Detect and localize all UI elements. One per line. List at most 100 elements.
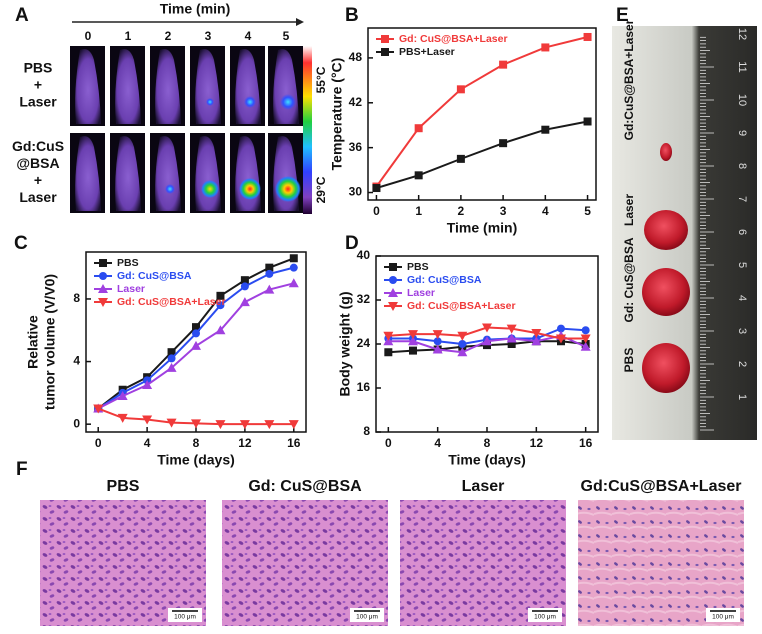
mouse-silhouette — [155, 49, 181, 124]
legend-marker — [99, 272, 107, 280]
mouse-silhouette — [155, 136, 181, 211]
colorbar-min: 29°C — [314, 176, 328, 203]
mouse-silhouette — [115, 49, 141, 124]
ruler-label: 2 — [736, 361, 748, 367]
mouse-silhouette — [75, 49, 101, 124]
data-point — [289, 254, 298, 263]
hot-spot — [244, 96, 256, 108]
data-point — [482, 323, 492, 333]
row-label: Laser — [19, 189, 57, 205]
legend-label: PBS — [407, 261, 429, 273]
legend-marker — [98, 298, 108, 307]
x-axis-label: Time (min) — [447, 220, 518, 236]
data-point — [458, 340, 467, 348]
data-point — [240, 282, 249, 291]
data-point — [457, 331, 468, 341]
data-point — [432, 344, 443, 354]
data-point — [499, 60, 508, 69]
x-tick-label: 12 — [238, 436, 252, 450]
data-point — [541, 125, 550, 134]
data-point — [507, 340, 516, 348]
ruler-label: 10 — [736, 94, 748, 106]
y-tick-label: 30 — [349, 185, 363, 199]
x-tick-label: 2 — [458, 204, 465, 218]
data-point — [580, 341, 591, 351]
data-point — [240, 276, 249, 285]
ruler-label: 6 — [736, 229, 748, 235]
histology-title: Laser — [462, 478, 505, 495]
ruler-label: 12 — [736, 28, 748, 40]
y-tick-label: 40 — [357, 248, 371, 262]
hot-spot — [201, 180, 219, 198]
y-tick-label: 8 — [73, 291, 80, 305]
row-label: PBS — [24, 60, 53, 76]
y-tick-label: 36 — [349, 140, 363, 154]
x-tick-label: 16 — [579, 436, 593, 450]
x-tick-label: 0 — [373, 204, 380, 218]
data-point — [557, 324, 565, 333]
data-point — [433, 337, 442, 346]
legend-label: PBS+Laser — [399, 46, 455, 58]
mouse-silhouette — [195, 49, 221, 124]
data-point — [456, 154, 465, 163]
scale-bar-label: 100 μm — [712, 614, 734, 621]
time-label: 2 — [165, 29, 172, 43]
x-tick-label: 4 — [144, 436, 151, 450]
series-line — [376, 120, 588, 189]
mouse-silhouette — [75, 136, 101, 211]
x-tick-label: 0 — [385, 436, 392, 450]
ruler-label: 4 — [736, 295, 748, 301]
y-tick-label: 42 — [349, 95, 363, 109]
ruler-label: 8 — [736, 163, 748, 169]
legend-marker — [98, 284, 108, 293]
data-point — [457, 347, 468, 357]
data-point — [482, 336, 492, 346]
data-point — [239, 297, 250, 307]
data-point — [142, 415, 153, 425]
data-point — [191, 419, 201, 429]
data-point — [117, 391, 128, 400]
data-point — [541, 43, 550, 52]
data-point — [192, 329, 200, 338]
data-point — [265, 269, 274, 278]
plot-frame — [367, 27, 597, 201]
time-label: 4 — [245, 29, 252, 43]
panel-label: C — [14, 233, 28, 254]
hot-spot — [239, 178, 261, 200]
legend-label: Gd: CuS@BSA+Laser — [407, 300, 516, 312]
ruler-label: 7 — [736, 196, 748, 202]
data-point — [216, 301, 225, 310]
data-point — [166, 418, 177, 428]
histology-image — [400, 500, 566, 626]
data-point — [264, 284, 275, 294]
ruler-label: 5 — [736, 262, 748, 268]
panel-label: F — [16, 459, 28, 480]
time-arrow-head — [296, 18, 304, 26]
panel-label: E — [616, 5, 629, 26]
hot-spot — [280, 94, 296, 110]
legend-marker — [389, 276, 397, 284]
histology-title: Gd: CuS@BSA — [248, 478, 362, 495]
x-tick-label: 5 — [584, 204, 591, 218]
tumor — [642, 268, 690, 316]
data-point — [506, 324, 517, 334]
time-label: 0 — [85, 29, 92, 43]
x-axis-label: Time (days) — [157, 452, 235, 468]
legend-marker — [389, 263, 397, 271]
x-tick-label: 8 — [484, 436, 491, 450]
data-point — [409, 346, 417, 355]
histology-image — [40, 500, 206, 626]
time-label: 1 — [125, 29, 132, 43]
data-point — [239, 420, 250, 430]
tumor-label: PBS — [622, 348, 636, 373]
data-point — [583, 117, 592, 126]
data-point — [531, 336, 542, 346]
tumor-label: Gd: CuS@BSA — [622, 237, 636, 322]
legend-label: Laser — [407, 287, 435, 299]
histology-title: Gd:CuS@BSA+Laser — [581, 478, 742, 495]
series-line — [375, 36, 588, 188]
ruler-label: 9 — [736, 130, 748, 136]
